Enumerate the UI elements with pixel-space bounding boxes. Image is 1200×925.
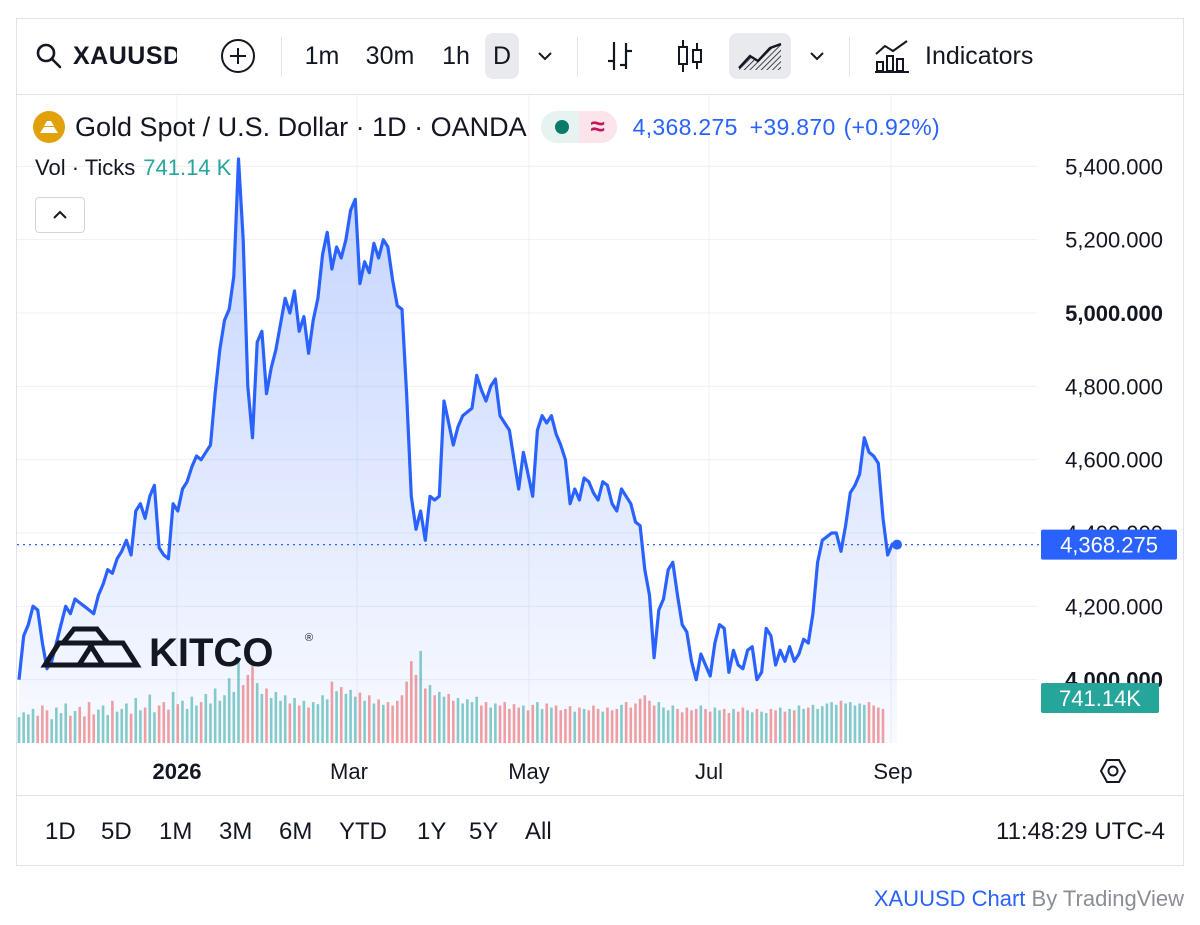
price-tick-label: 4,800.000	[1065, 374, 1163, 399]
collapse-legend-button[interactable]	[35, 197, 85, 233]
ohlc-bars-icon	[608, 42, 632, 70]
svg-text:4,368.275: 4,368.275	[1060, 533, 1158, 558]
volume-value: 741.14 K	[143, 155, 232, 180]
attribution-text: By TradingView	[1025, 886, 1184, 911]
range-3m[interactable]: 3M	[219, 818, 253, 845]
kitco-watermark: KITCO ®	[40, 626, 313, 675]
indicators-label: Indicators	[925, 41, 1034, 70]
settings-hex-icon	[1107, 765, 1119, 777]
interval-1m[interactable]: 1m	[304, 41, 340, 70]
toolbar-divider	[281, 37, 282, 77]
market-open-icon	[554, 120, 569, 134]
price-tick-label: 5,200.000	[1065, 228, 1163, 253]
time-tick-label: Jul	[695, 759, 723, 784]
toolbar-divider	[849, 37, 850, 77]
svg-text:®: ®	[305, 632, 313, 644]
last-volume-badge: 741.14K	[1041, 683, 1159, 713]
range-1y[interactable]: 1Y	[417, 818, 447, 845]
chevron-up-icon	[53, 210, 67, 219]
range-5d[interactable]: 5D	[101, 818, 132, 845]
time-tick-label: 2026	[153, 759, 202, 784]
chart-link[interactable]: XAUUSD Chart	[873, 886, 1026, 911]
symbol-label: XAUUSD	[73, 41, 177, 70]
price-tick-label: 4,600.000	[1065, 448, 1163, 473]
candlestick-icon	[678, 40, 702, 72]
time-axis[interactable]: 2026 Mar May Jul Sep	[153, 759, 913, 784]
price-tick-label: 5,400.000	[1065, 154, 1163, 179]
gold-coin-icon	[33, 111, 65, 143]
area-chart-type-button[interactable]	[729, 33, 791, 79]
price-axis[interactable]: 5,400.000 5,200.000 5,000.000 4,800.000 4,60…	[1065, 154, 1163, 692]
volume-label: Vol · Ticks	[35, 155, 136, 180]
chart-legend: Gold Spot / U.S. Dollar · 1D · OANDA ≈ 4…	[33, 107, 940, 147]
price-tick-label: 5,000.000	[1065, 301, 1163, 326]
price-line	[17, 157, 898, 682]
time-tick-label: May	[508, 759, 550, 784]
volume-legend: Vol · Ticks 741.14 K	[35, 155, 231, 181]
last-price-badge: 4,368.275	[1041, 529, 1177, 560]
area-chart-icon	[738, 42, 782, 70]
indicators-button[interactable]: Indicators	[873, 33, 1049, 79]
range-5y[interactable]: 5Y	[469, 818, 499, 845]
interval-dropdown[interactable]	[527, 33, 563, 79]
bar-chart-type-button[interactable]	[597, 33, 643, 79]
approx-icon: ≈	[578, 111, 617, 143]
interval-1h[interactable]: 1h	[442, 41, 470, 70]
compare-symbol-button[interactable]	[215, 33, 261, 79]
indicators-icon	[875, 40, 909, 73]
legend-change-pct: (+0.92%)	[843, 113, 940, 140]
market-status-pill[interactable]: ≈	[540, 111, 617, 143]
chart-widget: XAUUSD 1m 30m 1h D	[16, 18, 1184, 866]
range-all[interactable]: All	[525, 818, 552, 845]
search-icon	[36, 43, 62, 69]
candles-chart-type-button[interactable]	[667, 33, 713, 79]
legend-title: Gold Spot / U.S. Dollar · 1D · OANDA	[75, 111, 527, 142]
plus-circle-icon	[221, 39, 255, 73]
interval-30m[interactable]: 30m	[365, 41, 415, 70]
chevron-down-icon	[810, 52, 824, 61]
attribution: XAUUSD Chart By TradingView	[874, 886, 1184, 912]
price-chart[interactable]: 5,400.000 5,200.000 5,000.000 4,800.000 4,60…	[17, 19, 1183, 795]
axis-settings-button[interactable]	[1099, 759, 1127, 783]
time-tick-label: Sep	[873, 759, 912, 784]
top-toolbar: XAUUSD 1m 30m 1h D	[17, 19, 1183, 95]
range-ytd[interactable]: YTD	[339, 818, 387, 845]
kitco-wordmark: KITCO	[149, 631, 273, 675]
toolbar-divider	[577, 37, 578, 77]
time-tick-label: Mar	[330, 759, 368, 784]
legend-change: +39.870	[749, 113, 836, 140]
range-bar: 1D 5D 1M 3M 6M YTD 1Y 5Y All 11:48:29 UT…	[17, 795, 1183, 867]
svg-text:741.14K: 741.14K	[1059, 686, 1141, 711]
interval-d[interactable]: D	[485, 33, 519, 79]
timezone-clock[interactable]: 11:48:29 UTC-4	[996, 818, 1165, 845]
chevron-down-icon	[538, 52, 552, 61]
range-1d[interactable]: 1D	[45, 818, 76, 845]
price-tick-label: 4,200.000	[1065, 594, 1163, 619]
range-1m[interactable]: 1M	[159, 818, 193, 845]
range-6m[interactable]: 6M	[279, 818, 313, 845]
legend-last-price: 4,368.275	[632, 113, 738, 140]
last-price-marker	[892, 539, 902, 550]
chart-type-dropdown[interactable]	[799, 33, 835, 79]
symbol-search[interactable]: XAUUSD	[35, 33, 185, 79]
